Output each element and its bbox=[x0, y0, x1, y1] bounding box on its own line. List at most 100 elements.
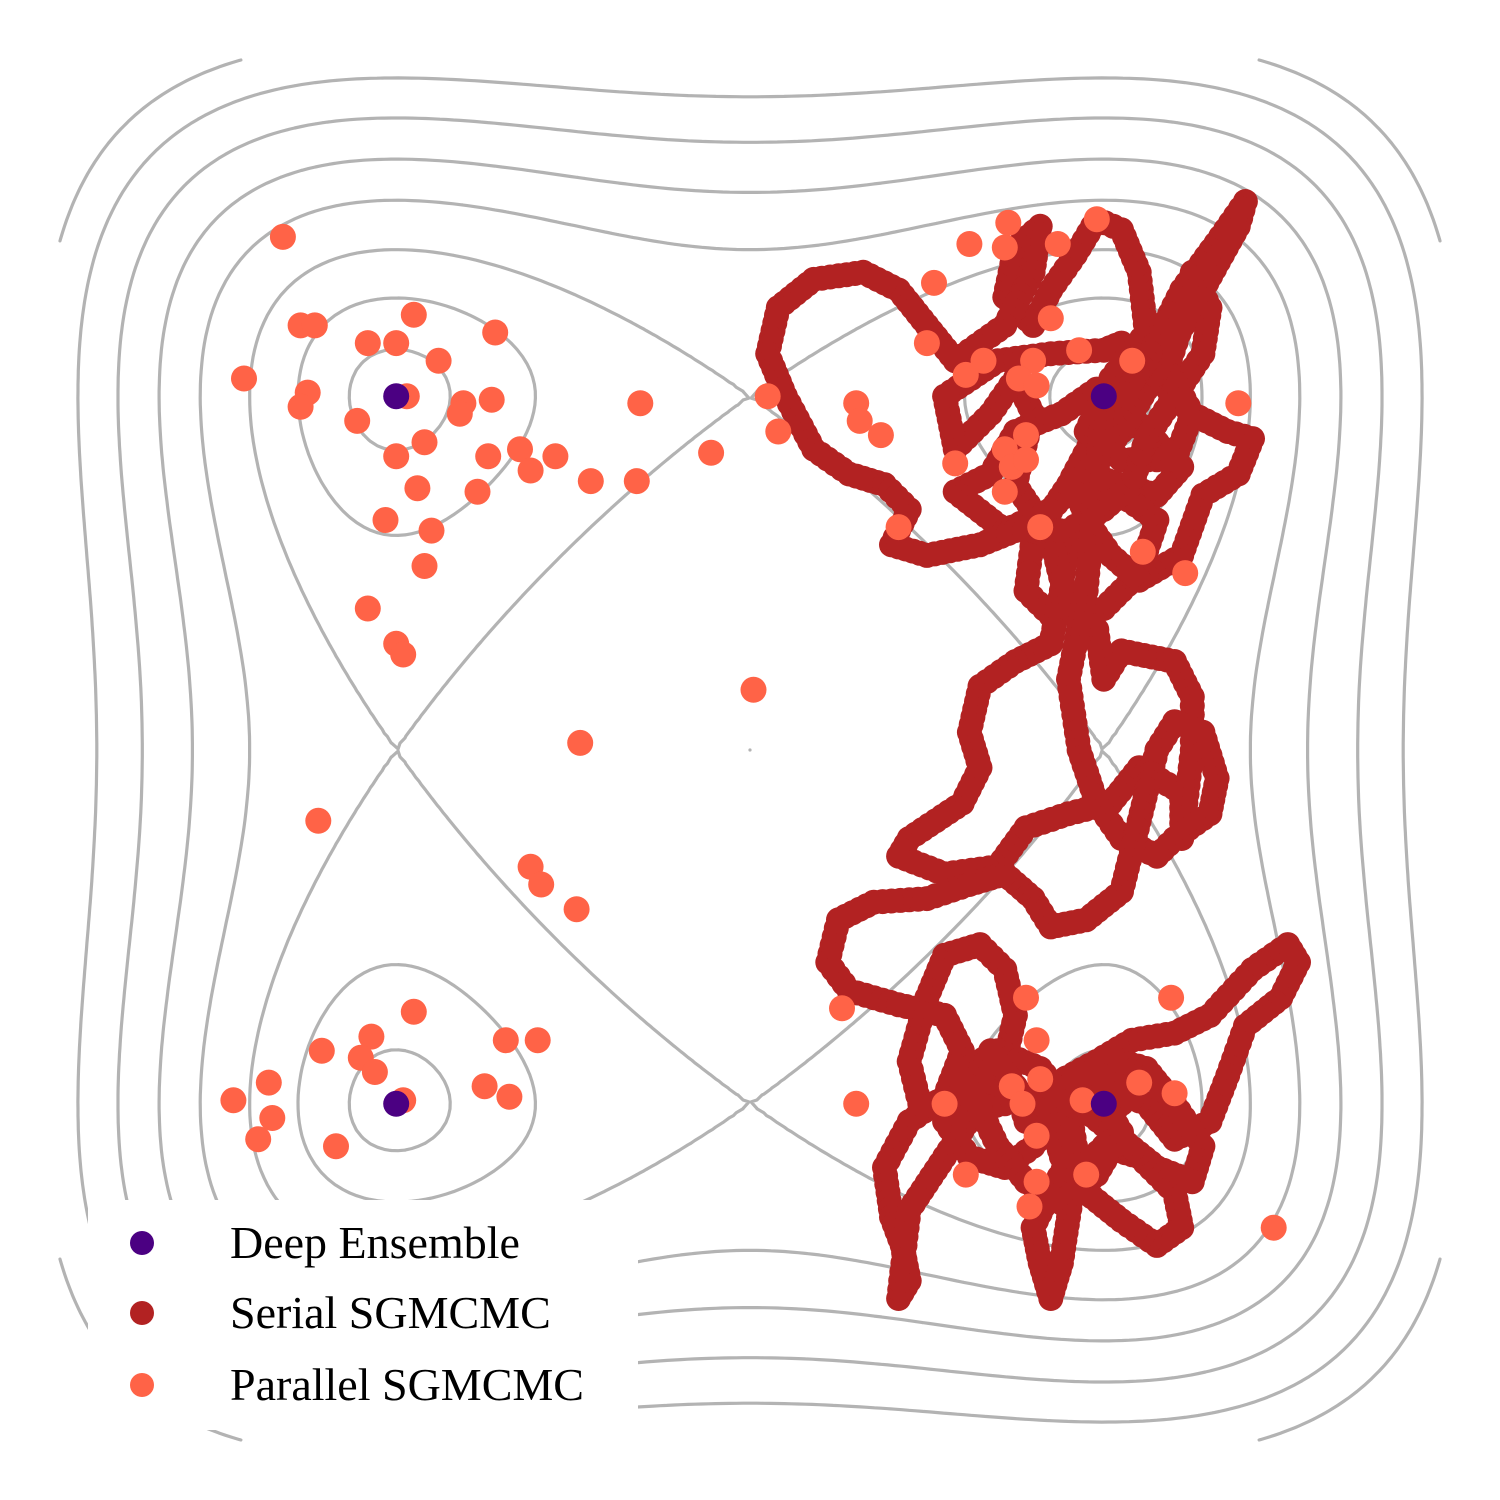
parallel-sgmcmc-point bbox=[885, 514, 912, 541]
serial-sgmcmc-series bbox=[755, 189, 1311, 1311]
parallel-sgmcmc-point bbox=[952, 1161, 979, 1188]
parallel-sgmcmc-point bbox=[471, 1073, 498, 1100]
deep-ensemble-point bbox=[383, 1090, 410, 1117]
parallel-sgmcmc-point bbox=[344, 407, 371, 434]
parallel-sgmcmc-point bbox=[383, 330, 410, 357]
parallel-sgmcmc-point bbox=[698, 439, 725, 466]
parallel-sgmcmc-point bbox=[740, 676, 767, 703]
deep-ensemble-series bbox=[383, 383, 1117, 1117]
parallel-sgmcmc-point bbox=[627, 390, 654, 417]
legend-label-parallel-sgmcmc: Parallel SGMCMC bbox=[230, 1359, 584, 1410]
parallel-sgmcmc-point bbox=[765, 418, 792, 445]
parallel-sgmcmc-point bbox=[991, 478, 1018, 505]
deep-ensemble-point bbox=[383, 383, 410, 410]
parallel-sgmcmc-point bbox=[1023, 372, 1050, 399]
parallel-sgmcmc-point bbox=[259, 1105, 286, 1131]
parallel-sgmcmc-point bbox=[995, 209, 1022, 236]
parallel-sgmcmc-point bbox=[829, 995, 855, 1022]
parallel-sgmcmc-point bbox=[528, 871, 555, 898]
parallel-sgmcmc-point bbox=[517, 457, 544, 484]
parallel-sgmcmc-point bbox=[1073, 1161, 1100, 1188]
parallel-sgmcmc-point bbox=[390, 641, 417, 668]
legend-marker-parallel-sgmcmc bbox=[130, 1373, 154, 1397]
parallel-sgmcmc-point bbox=[269, 223, 296, 250]
parallel-sgmcmc-point bbox=[1023, 1027, 1050, 1054]
deep-ensemble-point bbox=[1090, 1090, 1117, 1117]
parallel-sgmcmc-point bbox=[323, 1133, 349, 1160]
parallel-sgmcmc-point bbox=[1023, 1122, 1050, 1149]
parallel-sgmcmc-point bbox=[931, 1090, 958, 1117]
parallel-sgmcmc-point bbox=[1013, 422, 1039, 449]
legend-label-serial-sgmcmc: Serial SGMCMC bbox=[230, 1287, 551, 1338]
parallel-sgmcmc-point bbox=[542, 443, 569, 470]
parallel-sgmcmc-point bbox=[358, 1023, 385, 1050]
parallel-sgmcmc-point bbox=[1158, 984, 1185, 1011]
parallel-sgmcmc-point bbox=[287, 393, 314, 420]
parallel-sgmcmc-point bbox=[991, 234, 1018, 261]
parallel-sgmcmc-point bbox=[1119, 347, 1146, 374]
parallel-sgmcmc-point bbox=[952, 361, 979, 388]
legend: Deep Ensemble Serial SGMCMC Parallel SGM… bbox=[88, 1200, 638, 1430]
parallel-sgmcmc-point bbox=[1129, 538, 1156, 565]
parallel-sgmcmc-point bbox=[754, 383, 781, 410]
parallel-sgmcmc-point bbox=[1083, 206, 1110, 233]
parallel-sgmcmc-point bbox=[1126, 1069, 1153, 1096]
parallel-sgmcmc-point bbox=[970, 347, 997, 374]
parallel-sgmcmc-point bbox=[843, 1090, 870, 1117]
parallel-sgmcmc-point bbox=[1016, 1193, 1043, 1220]
parallel-sgmcmc-point bbox=[1013, 984, 1039, 1011]
parallel-sgmcmc-point bbox=[1161, 1080, 1188, 1107]
parallel-sgmcmc-point bbox=[475, 443, 502, 470]
parallel-sgmcmc-point bbox=[623, 468, 650, 495]
parallel-sgmcmc-point bbox=[1066, 337, 1093, 364]
parallel-sgmcmc-point bbox=[425, 347, 452, 374]
parallel-sgmcmc-point bbox=[478, 386, 505, 413]
legend-label-deep-ensemble: Deep Ensemble bbox=[230, 1217, 520, 1268]
parallel-sgmcmc-point bbox=[1225, 390, 1252, 417]
parallel-sgmcmc-point bbox=[956, 231, 983, 257]
parallel-sgmcmc-point bbox=[361, 1059, 388, 1085]
parallel-sgmcmc-point bbox=[464, 478, 491, 505]
parallel-sgmcmc-point bbox=[1027, 514, 1054, 541]
legend-background bbox=[88, 1200, 638, 1430]
parallel-sgmcmc-point bbox=[507, 436, 533, 463]
parallel-sgmcmc-point bbox=[1069, 1087, 1096, 1114]
parallel-sgmcmc-point bbox=[446, 400, 473, 427]
parallel-sgmcmc-point bbox=[482, 319, 509, 346]
parallel-sgmcmc-point bbox=[1044, 231, 1071, 257]
parallel-sgmcmc-point bbox=[1023, 1168, 1050, 1195]
parallel-sgmcmc-point bbox=[305, 807, 332, 834]
parallel-sgmcmc-point bbox=[1260, 1214, 1287, 1241]
parallel-sgmcmc-point bbox=[524, 1027, 551, 1054]
parallel-sgmcmc-point bbox=[563, 896, 590, 923]
parallel-sgmcmc-point bbox=[400, 998, 427, 1025]
parallel-sgmcmc-point bbox=[354, 330, 381, 357]
parallel-sgmcmc-point bbox=[411, 553, 438, 579]
parallel-sgmcmc-point bbox=[577, 468, 604, 495]
parallel-sgmcmc-point bbox=[308, 1037, 335, 1064]
parallel-sgmcmc-point bbox=[942, 450, 969, 477]
parallel-sgmcmc-point bbox=[220, 1087, 247, 1114]
parallel-sgmcmc-point bbox=[492, 1027, 519, 1054]
parallel-sgmcmc-point bbox=[301, 312, 328, 339]
parallel-sgmcmc-point bbox=[400, 301, 427, 328]
parallel-sgmcmc-point bbox=[921, 269, 947, 296]
parallel-sgmcmc-point bbox=[1027, 1066, 1054, 1093]
deep-ensemble-point bbox=[1090, 383, 1117, 410]
legend-marker-serial-sgmcmc bbox=[130, 1301, 154, 1325]
parallel-sgmcmc-point bbox=[411, 429, 438, 456]
parallel-sgmcmc-point bbox=[1037, 305, 1064, 332]
parallel-sgmcmc-point bbox=[245, 1126, 272, 1153]
parallel-sgmcmc-point bbox=[913, 330, 940, 357]
parallel-sgmcmc-point bbox=[867, 422, 894, 449]
parallel-sgmcmc-point bbox=[1013, 446, 1039, 473]
parallel-sgmcmc-point bbox=[418, 517, 445, 544]
legend-marker-deep-ensemble bbox=[130, 1231, 154, 1255]
parallel-sgmcmc-point bbox=[567, 729, 594, 756]
parallel-sgmcmc-point bbox=[255, 1069, 282, 1096]
parallel-sgmcmc-series bbox=[220, 206, 1287, 1241]
parallel-sgmcmc-point bbox=[404, 475, 431, 502]
parallel-sgmcmc-point bbox=[1020, 347, 1047, 374]
parallel-sgmcmc-point bbox=[354, 595, 381, 622]
